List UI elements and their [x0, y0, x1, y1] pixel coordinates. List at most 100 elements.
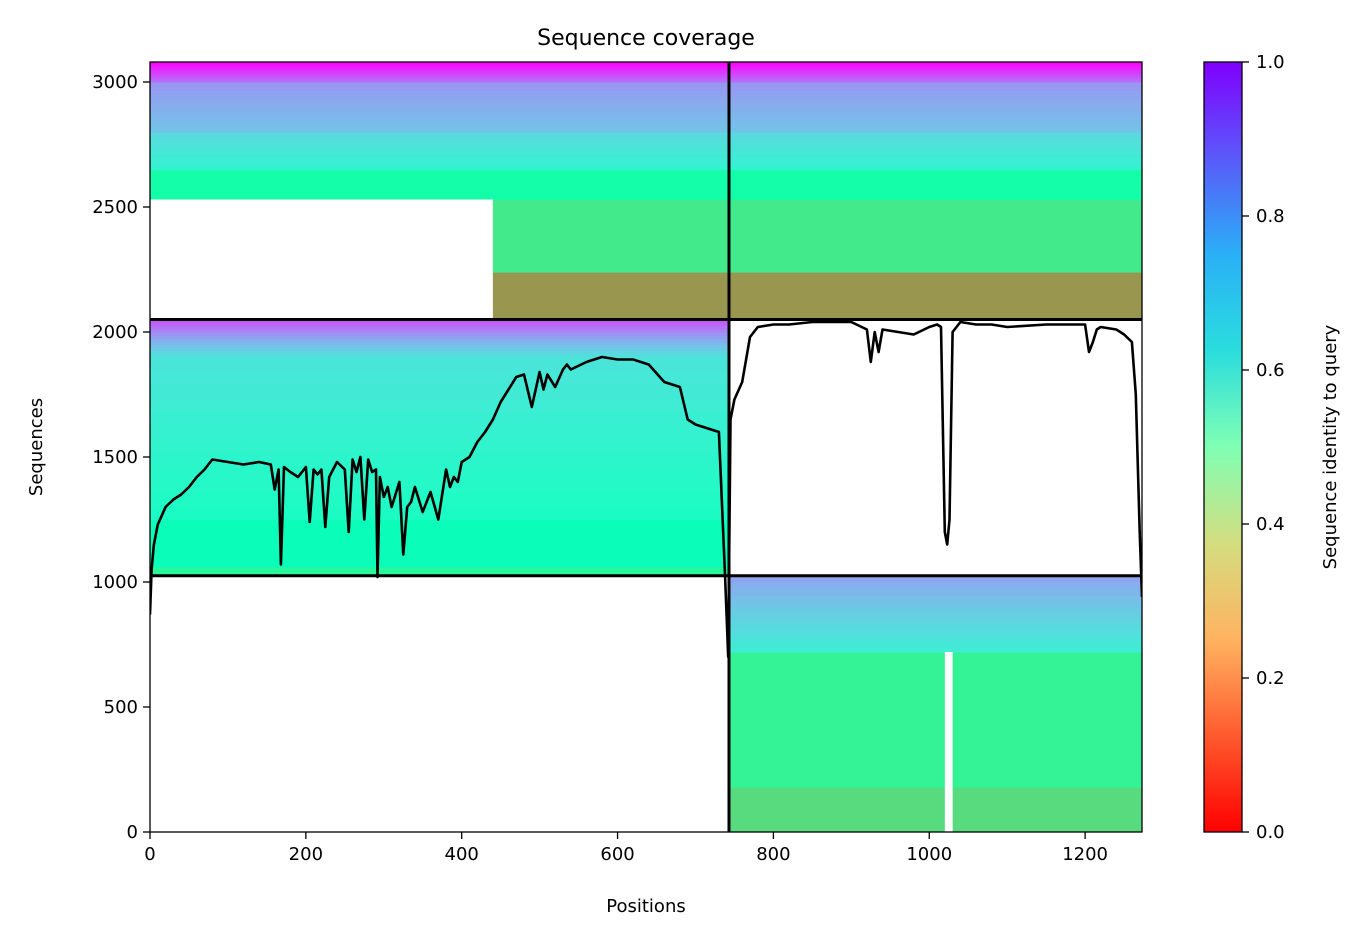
x-axis-label: Positions — [606, 896, 685, 917]
coverage-band — [150, 357, 729, 372]
coverage-band — [728, 94, 1142, 100]
coverage-band — [728, 601, 1142, 609]
coverage-band — [150, 150, 729, 155]
coverage-band — [150, 567, 729, 577]
coverage-band — [728, 67, 1142, 70]
coverage-band — [150, 63, 729, 66]
coverage-band — [728, 160, 1142, 164]
coverage-band — [150, 332, 729, 336]
coverage-band — [728, 144, 1142, 149]
coverage-band — [728, 582, 1142, 590]
y-tick-label: 0 — [127, 822, 138, 843]
coverage-band — [728, 111, 1142, 116]
x-tick-label: 0 — [144, 844, 155, 865]
coverage-band — [150, 166, 729, 171]
y-tick-label: 3000 — [92, 72, 138, 93]
coverage-band — [150, 82, 729, 87]
coverage-band — [150, 344, 729, 349]
y-tick-label: 500 — [104, 697, 138, 718]
coverage-line-layer — [150, 320, 1142, 659]
coverage-band — [728, 135, 1142, 139]
colorbar-tick-label: 0.8 — [1256, 206, 1285, 227]
coverage-band — [728, 157, 1142, 161]
coverage-band — [728, 123, 1142, 129]
coverage-band — [150, 98, 729, 104]
coverage-band — [728, 68, 1142, 71]
coverage-line — [150, 320, 1142, 659]
y-tick-label: 1000 — [92, 572, 138, 593]
colorbar-tick-label: 0.4 — [1256, 514, 1285, 535]
coverage-band — [728, 169, 1142, 201]
coverage-band — [150, 338, 729, 342]
coverage-band — [150, 153, 729, 158]
coverage-band — [728, 72, 1142, 75]
coverage-band — [150, 86, 729, 91]
colorbar-label: Sequence identity to query — [1320, 324, 1341, 569]
coverage-band — [728, 65, 1142, 68]
coverage-band — [150, 73, 729, 76]
coverage-band — [728, 639, 1142, 647]
coverage-band — [728, 594, 1142, 602]
colorbar-tick-label: 1.0 — [1256, 52, 1285, 73]
coverage-band — [150, 77, 729, 80]
coverage-band — [728, 78, 1142, 81]
coverage-band — [150, 384, 729, 399]
coverage-band — [728, 588, 1142, 596]
colorbar-tick-label: 0.2 — [1256, 668, 1285, 689]
coverage-band — [150, 111, 729, 116]
coverage-band — [150, 322, 729, 327]
heatmap-layer — [150, 62, 1142, 832]
coverage-band — [150, 492, 729, 507]
y-tick-label: 2000 — [92, 322, 138, 343]
colorbar — [1203, 61, 1243, 833]
coverage-band — [728, 73, 1142, 76]
x-tick-label: 400 — [445, 844, 479, 865]
coverage-band — [728, 787, 1142, 832]
coverage-band — [728, 620, 1142, 628]
coverage-band — [728, 70, 1142, 73]
coverage-band — [728, 632, 1142, 640]
coverage-band — [150, 157, 729, 161]
coverage-band — [150, 438, 729, 453]
coverage-band — [150, 65, 729, 68]
coverage-band — [728, 150, 1142, 155]
coverage-band — [728, 98, 1142, 104]
coverage-band — [728, 166, 1142, 171]
coverage-band — [150, 72, 729, 75]
coverage-band — [728, 62, 1142, 65]
coverage-band — [150, 353, 729, 358]
colorbar-tick-label: 0.6 — [1256, 360, 1285, 381]
colorbar-tick-label: 0.0 — [1256, 822, 1285, 843]
coverage-band — [728, 115, 1142, 121]
x-tick-label: 800 — [756, 844, 790, 865]
coverage-band — [150, 68, 729, 71]
coverage-band — [150, 80, 729, 83]
coverage-band — [728, 199, 1142, 273]
coverage-band — [728, 75, 1142, 78]
coverage-band — [728, 82, 1142, 87]
x-tick-label: 600 — [600, 844, 634, 865]
coverage-band — [150, 75, 729, 78]
coverage-band — [150, 424, 729, 439]
coverage-band — [150, 70, 729, 73]
y-tick-label: 2500 — [92, 197, 138, 218]
coverage-band — [728, 272, 1142, 321]
coverage-band — [150, 347, 729, 352]
coverage-band — [728, 645, 1142, 653]
coverage-band — [728, 86, 1142, 91]
y-tick-label: 1500 — [92, 447, 138, 468]
coverage-band — [150, 397, 729, 412]
coverage-band — [150, 119, 729, 125]
y-axis-label: Sequences — [26, 398, 47, 496]
coverage-band — [728, 77, 1142, 80]
coverage-band — [728, 132, 1142, 136]
coverage-band — [150, 67, 729, 70]
coverage-band — [728, 575, 1142, 583]
coverage-band — [150, 519, 729, 568]
coverage-band — [150, 62, 729, 65]
coverage-band — [150, 328, 729, 333]
coverage-band — [150, 107, 729, 112]
coverage-band — [728, 102, 1142, 108]
y-axis: 0 500 1000 1500 2000 2500 3000 — [92, 72, 150, 843]
